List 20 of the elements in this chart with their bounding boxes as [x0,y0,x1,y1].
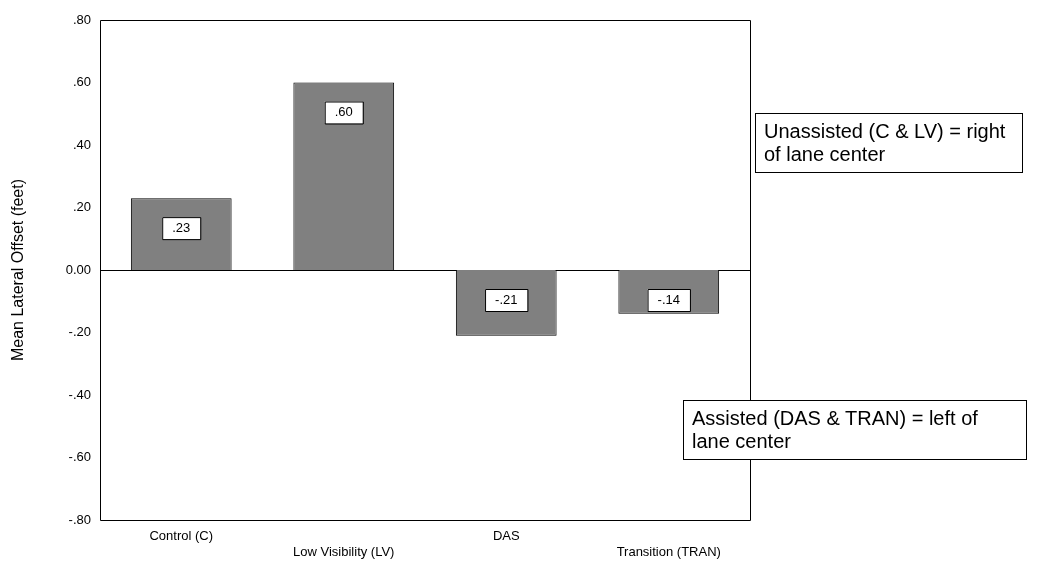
y-tick-label: 0.00 [65,261,91,277]
y-tick-label: .20 [72,199,91,215]
x-tick-label: Control (C) [149,528,214,544]
data-label: -.21 [495,291,518,307]
y-tick-label: .40 [72,136,91,152]
x-tick-label: DAS [492,528,520,544]
y-tick-label: .80 [72,11,91,27]
x-tick-label: Transition (TRAN) [616,543,721,559]
y-tick-label: -.40 [68,386,91,402]
data-label: .60 [334,104,353,120]
y-tick-label: -.60 [68,449,91,465]
data-label: -.14 [657,291,680,307]
y-tick-label: .60 [72,74,91,90]
y-axis-title: Mean Lateral Offset (feet) [9,178,27,362]
text: Unassisted (C & LV) = right of lane center [755,113,1023,173]
data-label: .23 [172,219,191,235]
x-tick-label: Low Visibility (LV) [293,543,395,559]
y-tick-label: -.20 [68,324,91,340]
y-tick-label: -.80 [68,511,91,527]
annotation: Assisted (DAS & TRAN) = left of lane center [683,400,1027,460]
